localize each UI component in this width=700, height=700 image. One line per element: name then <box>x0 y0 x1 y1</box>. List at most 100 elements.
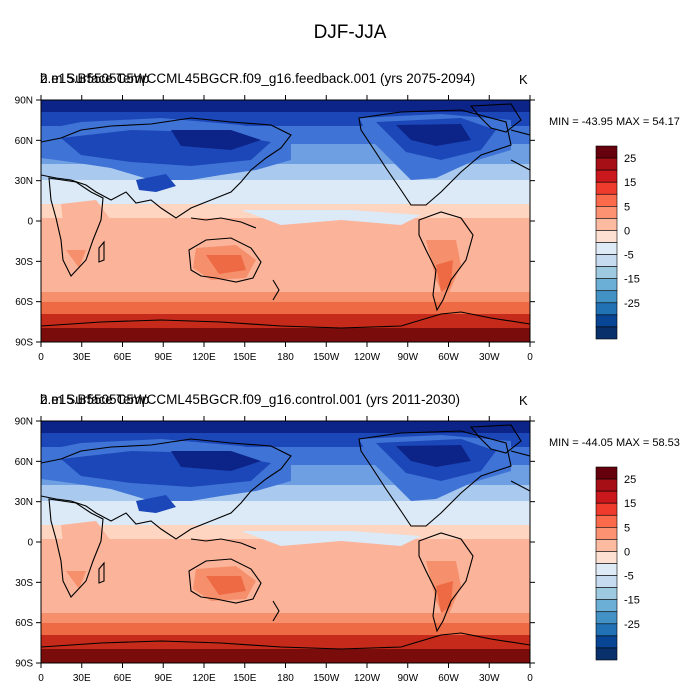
panel-2-lat-tick-label: 30N <box>15 497 33 508</box>
panel-1-lon-tick-label: 120W <box>354 352 381 363</box>
panel-2-lon-tick-label: 90W <box>397 673 418 684</box>
panel-2-min: MIN = -44.05 <box>549 437 613 449</box>
panel-2-colorbar-swatch <box>595 563 618 576</box>
panel-1-axes: 0 30E 60E 90E 120E 150E 180 150W 120W 90W 60W 30W 09… <box>15 95 535 363</box>
panel-1-colorbar-swatch <box>595 314 618 328</box>
panel-1-colorbar-swatch <box>595 157 618 171</box>
panel-2-colorbar-swatch <box>595 611 618 625</box>
panel-1-lon-tick-label: 30E <box>73 352 91 363</box>
panel-2-colorbar-swatch <box>595 623 618 637</box>
panel-2-colorbar: 25 15 5 0 -5 -15 -25 <box>595 466 640 661</box>
panel-2-variable-name: 2 m Surface Temp <box>40 392 150 407</box>
panel-2-lon-tick-label: 0 <box>527 673 533 684</box>
panel-2-lon-tick-label: 60E <box>114 673 132 684</box>
panel-2-map <box>41 421 530 663</box>
panel-2-colorbar-label: 0 <box>624 546 630 558</box>
panel-1-colorbar-swatch <box>595 169 618 183</box>
panel-2-lon-tick-label: 150E <box>233 673 257 684</box>
panel-2-colorbar-swatch <box>595 490 618 504</box>
panel-1-colorbar-swatch <box>595 278 618 292</box>
panel-2-colorbar-swatch <box>595 502 618 516</box>
figure-title: DJF-JJA <box>313 22 387 43</box>
panel-2-lat-tick-label: 90N <box>15 417 33 428</box>
panel-2-axes: 0 30E 60E 90E 120E 150E 180 150W 120W 90W 60W 30W 09… <box>15 416 535 684</box>
panel-1-lon-tick-label: 90W <box>397 352 418 363</box>
panel-1-variable-name: 2 m Surface Temp <box>40 71 150 86</box>
panel-2-lon-tick-label: 0 <box>38 673 44 684</box>
panel-2-lon-tick-label: 60W <box>438 673 459 684</box>
panel-1-colorbar-label: 5 <box>624 201 630 213</box>
panel-1-lon-tick-label: 30W <box>479 352 500 363</box>
panel-1-lon-tick-label: 0 <box>527 352 533 363</box>
panel-1-lon-tick-label: 60W <box>438 352 459 363</box>
panel-1-map <box>41 100 530 342</box>
panel-1-colorbar-swatch <box>595 218 618 231</box>
panel-1-colorbar-swatch <box>595 290 618 304</box>
panel-2-colorbar-swatch <box>595 551 618 564</box>
panel-2-colorbar-label: -5 <box>624 571 634 583</box>
panel-1-lat-tick-label: 0 <box>27 217 33 228</box>
panel-2-colorbar-swatch <box>595 466 618 480</box>
panel-1-lon-tick-label: 60E <box>114 352 132 363</box>
panel-2-colorbar-swatch <box>595 587 618 600</box>
panel-1-lon-tick-label: 150W <box>313 352 340 363</box>
panel-2-colorbar-label: 5 <box>624 522 630 534</box>
panel-2-lon-tick-label: 150W <box>313 673 340 684</box>
panel-1-lat-tick-label: 60S <box>15 297 33 308</box>
panel-1-colorbar-swatch <box>595 181 618 195</box>
panel-2-colorbar-label: -25 <box>624 619 640 631</box>
panel-2-lon-tick-label: 120E <box>192 673 216 684</box>
panel-2-max: MAX = 58.53 <box>615 437 680 449</box>
panel-1-colorbar-label: -5 <box>624 250 634 262</box>
panel-1-lon-tick-label: 0 <box>38 352 44 363</box>
panel-1-lat-tick-label: 60N <box>15 136 33 147</box>
panel-2-lon-tick-label: 90E <box>154 673 172 684</box>
panel-2-lat-tick-label: 30S <box>15 578 33 589</box>
panel-1-min: MIN = -43.95 <box>549 116 613 128</box>
panel-1-lon-tick-label: 180 <box>277 352 294 363</box>
panel-1-lon-tick-label: 90E <box>154 352 172 363</box>
panel-1-case-name: b.e15.B5505C5WCCML45BGCR.f09_g16.feedbac… <box>40 71 476 86</box>
panel-1-colorbar-label: -25 <box>624 298 640 310</box>
panel-2-lon-tick-label: 180 <box>277 673 294 684</box>
panel-1-colorbar-swatch <box>595 266 618 279</box>
panel-1-lat-tick-label: 30S <box>15 257 33 268</box>
panel-2-colorbar-swatch <box>595 647 618 661</box>
panel-2-colorbar-label: -15 <box>624 595 640 607</box>
panel-1-colorbar-label: -15 <box>624 274 640 286</box>
panel-1-lat-tick-label: 30N <box>15 176 33 187</box>
panel-2-lat-tick-label: 60N <box>15 457 33 468</box>
panel-2-units: K <box>519 393 528 408</box>
panel-2-colorbar-swatch <box>595 478 618 492</box>
panel-2-lat-tick-label: 60S <box>15 618 33 629</box>
panel-1-colorbar-swatch <box>595 302 618 316</box>
panel-2-colorbar-swatch <box>595 635 618 649</box>
panel-2-case-name: b.e15.B5505C5WCCML45BGCR.f09_g16.control… <box>40 392 460 407</box>
panel-1-colorbar-swatch <box>595 206 618 219</box>
panel-1-colorbar-swatch <box>595 326 618 340</box>
panel-2-lat-tick-label: 90S <box>15 659 33 670</box>
panel-1-lat-tick-label: 90S <box>15 338 33 349</box>
panel-1-units: K <box>519 72 528 87</box>
panel-2-lon-tick-label: 30W <box>479 673 500 684</box>
panel-2-colorbar-swatch <box>595 539 618 552</box>
panel-2-colorbar-swatch <box>595 527 618 540</box>
panel-2-lon-tick-label: 30E <box>73 673 91 684</box>
panel-2-colorbar-swatch <box>595 599 618 613</box>
panel-1-max: MAX = 54.17 <box>615 116 680 128</box>
panel-1-colorbar-swatch <box>595 242 618 255</box>
panel-2-colorbar-label: 15 <box>624 498 636 510</box>
panel-1-colorbar-label: 25 <box>624 153 636 165</box>
panel-1-lon-tick-label: 120E <box>192 352 216 363</box>
panel-2-colorbar-swatch <box>595 514 618 528</box>
panel-1-colorbar-label: 0 <box>624 225 630 237</box>
panel-1-colorbar-swatch <box>595 230 618 243</box>
panel-1-colorbar: 25 15 5 0 -5 -15 -25 <box>595 145 640 340</box>
panel-2-colorbar-label: 25 <box>624 474 636 486</box>
panel-1-colorbar-swatch <box>595 193 618 207</box>
panel-2-lat-tick-label: 0 <box>27 538 33 549</box>
panel-1-lon-tick-label: 150E <box>233 352 257 363</box>
panel-2-lon-tick-label: 120W <box>354 673 381 684</box>
panel-1-colorbar-label: 15 <box>624 177 636 189</box>
